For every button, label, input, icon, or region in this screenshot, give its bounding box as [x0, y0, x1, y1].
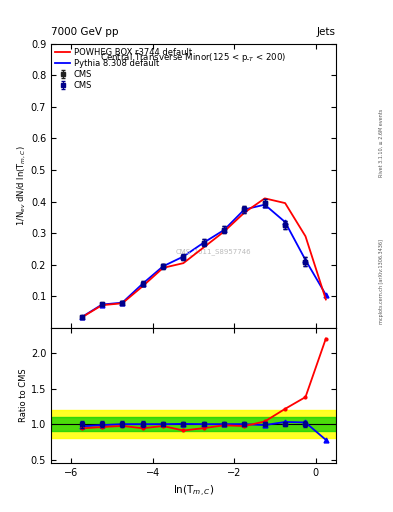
- Line: Pythia 8.308 default: Pythia 8.308 default: [82, 205, 326, 317]
- Y-axis label: 1/N$_{ev}$ dN/d ln(T$_{m,C}$): 1/N$_{ev}$ dN/d ln(T$_{m,C}$): [16, 145, 28, 226]
- POWHEG BOX r3744 default: [303, 233, 308, 239]
- Pythia 8.308 default: [283, 219, 288, 225]
- POWHEG BOX r3744 default: [161, 265, 165, 271]
- Pythia 8.308 default: [161, 263, 165, 269]
- Text: CMS_2011_S8957746: CMS_2011_S8957746: [176, 248, 251, 254]
- POWHEG BOX r3744 default: [263, 195, 267, 201]
- Pythia 8.308 default: [99, 302, 104, 308]
- POWHEG BOX r3744 default: [242, 209, 247, 216]
- Pythia 8.308 default: [323, 292, 328, 298]
- POWHEG BOX r3744 default: [120, 300, 125, 306]
- Pythia 8.308 default: [242, 206, 247, 212]
- Text: mcplots.cern.ch [arXiv:1306.3436]: mcplots.cern.ch [arXiv:1306.3436]: [379, 239, 384, 324]
- Text: Jets: Jets: [317, 27, 336, 37]
- X-axis label: ln(T$_{m,C}$): ln(T$_{m,C}$): [173, 484, 214, 499]
- POWHEG BOX r3744 default: [201, 244, 206, 250]
- Pythia 8.308 default: [201, 240, 206, 246]
- Pythia 8.308 default: [79, 314, 84, 320]
- Bar: [51, 417, 336, 431]
- Pythia 8.308 default: [181, 253, 186, 260]
- POWHEG BOX r3744 default: [181, 260, 186, 266]
- Text: Central Transverse Minor(125 < p$_{⎯T}$ < 200): Central Transverse Minor(125 < p$_{⎯T}$ …: [100, 51, 287, 63]
- Pythia 8.308 default: [263, 202, 267, 208]
- Bar: [51, 410, 336, 438]
- Text: 7000 GeV pp: 7000 GeV pp: [51, 27, 119, 37]
- POWHEG BOX r3744 default: [323, 296, 328, 303]
- Pythia 8.308 default: [140, 281, 145, 287]
- POWHEG BOX r3744 default: [99, 302, 104, 308]
- Pythia 8.308 default: [222, 227, 226, 233]
- Pythia 8.308 default: [120, 300, 125, 306]
- POWHEG BOX r3744 default: [222, 228, 226, 234]
- POWHEG BOX r3744 default: [140, 283, 145, 289]
- POWHEG BOX r3744 default: [79, 314, 84, 321]
- Pythia 8.308 default: [303, 257, 308, 263]
- POWHEG BOX r3744 default: [283, 200, 288, 206]
- Line: POWHEG BOX r3744 default: POWHEG BOX r3744 default: [82, 198, 326, 317]
- Legend: POWHEG BOX r3744 default, Pythia 8.308 default, CMS, CMS: POWHEG BOX r3744 default, Pythia 8.308 d…: [53, 46, 193, 92]
- Y-axis label: Ratio to CMS: Ratio to CMS: [19, 369, 28, 422]
- Text: Rivet 3.1.10, ≥ 2.6M events: Rivet 3.1.10, ≥ 2.6M events: [379, 109, 384, 178]
